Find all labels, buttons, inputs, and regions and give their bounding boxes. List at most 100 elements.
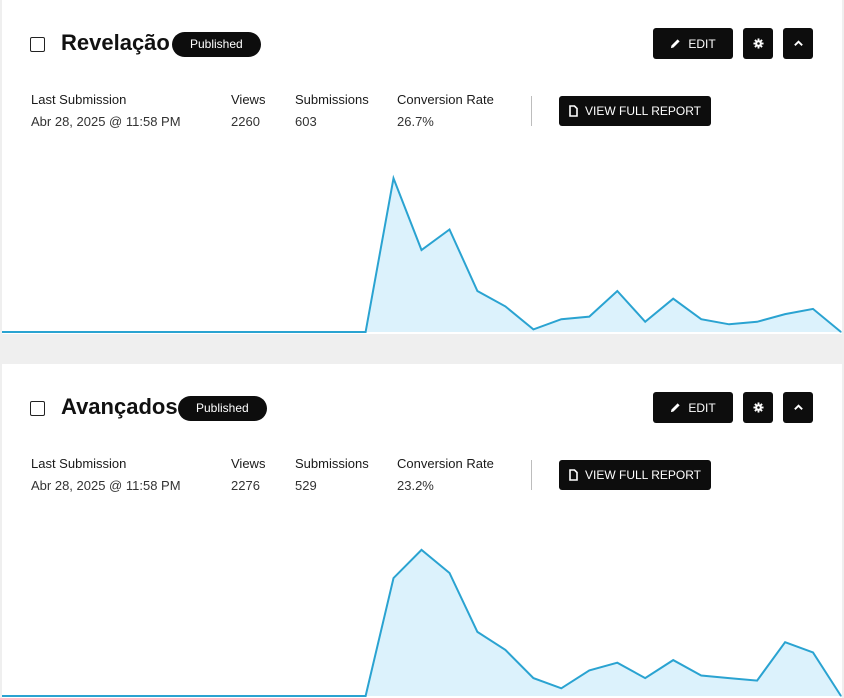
chart-point <box>365 695 367 697</box>
document-icon <box>569 469 578 481</box>
chart-point <box>29 695 31 697</box>
chart-point <box>281 695 283 697</box>
chart-point <box>113 695 115 697</box>
collapse-button[interactable] <box>783 28 813 59</box>
submissions-chart <box>2 548 842 697</box>
edit-button-label: EDIT <box>688 400 716 415</box>
view-full-report-button[interactable]: VIEW FULL REPORT <box>559 96 711 126</box>
view-full-report-label: VIEW FULL REPORT <box>584 104 702 118</box>
chart-point <box>560 687 562 689</box>
edit-button[interactable]: EDIT <box>653 392 733 423</box>
select-checkbox[interactable] <box>30 401 45 416</box>
gear-icon <box>752 38 764 49</box>
chart-point <box>29 331 31 333</box>
chart-point <box>756 680 758 682</box>
chart-point <box>756 321 758 323</box>
form-title[interactable]: Avançados <box>61 394 178 419</box>
chart-point <box>2 331 3 333</box>
chart-point <box>728 677 730 679</box>
chart-point <box>85 695 87 697</box>
form-card: Revelação Published EDIT Last Submission… <box>2 0 842 334</box>
form-card: Avançados Published EDIT Last Submission… <box>2 364 842 698</box>
chart-point <box>225 695 227 697</box>
chart-point <box>476 631 478 633</box>
chart-point <box>57 695 59 697</box>
conversion-rate-label: Conversion Rate <box>397 456 494 471</box>
chart-point <box>840 695 842 697</box>
views-label: Views <box>231 92 266 107</box>
pencil-icon <box>670 402 681 413</box>
conversion-rate-label: Conversion Rate <box>397 92 494 107</box>
chart-point <box>476 290 478 292</box>
chart-point <box>532 677 535 679</box>
settings-button[interactable] <box>743 392 773 423</box>
chart-point <box>169 695 171 697</box>
chart-point <box>644 677 646 679</box>
views-value: 2276 <box>231 478 260 493</box>
submissions-value: 603 <box>295 114 317 129</box>
chart-point <box>253 695 255 697</box>
chart-point <box>197 695 199 697</box>
conversion-rate-value: 23.2% <box>397 478 434 493</box>
chart-point <box>672 298 674 300</box>
chart-point <box>141 695 143 697</box>
chart-point <box>784 313 786 315</box>
chart-point <box>57 331 59 333</box>
chart-point <box>141 331 143 333</box>
chart-point <box>588 316 590 318</box>
view-full-report-button[interactable]: VIEW FULL REPORT <box>559 460 711 490</box>
chart-point <box>392 177 395 179</box>
view-full-report-label: VIEW FULL REPORT <box>584 468 702 482</box>
chart-point <box>85 331 87 333</box>
chart-point <box>672 659 674 661</box>
select-checkbox[interactable] <box>30 37 45 52</box>
chart-point <box>420 549 423 551</box>
chart-point <box>700 674 702 677</box>
chart-point <box>700 318 702 320</box>
chart-point <box>365 331 367 333</box>
chart-point <box>113 331 115 333</box>
chart-point <box>2 695 3 697</box>
chart-point <box>197 331 199 333</box>
chart-point <box>588 669 590 671</box>
status-badge: Published <box>172 32 261 57</box>
chevron-up-icon <box>793 38 804 49</box>
views-value: 2260 <box>231 114 260 129</box>
form-card-header: Revelação Published EDIT Last Submission… <box>2 0 842 129</box>
edit-button-label: EDIT <box>688 36 716 51</box>
last-submission-label: Last Submission <box>31 456 127 471</box>
chart-point <box>225 331 227 333</box>
submissions-value: 529 <box>295 478 317 493</box>
edit-button[interactable]: EDIT <box>653 28 733 59</box>
submissions-label: Submissions <box>295 92 369 107</box>
chart-point <box>812 308 814 310</box>
chart-point <box>812 651 814 653</box>
stats-divider <box>531 460 532 490</box>
chart-point <box>504 305 506 307</box>
chart-point <box>309 695 311 697</box>
last-submission-label: Last Submission <box>31 92 127 107</box>
conversion-rate-value: 26.7% <box>397 114 434 129</box>
chart-area <box>2 178 841 332</box>
collapse-button[interactable] <box>783 392 813 423</box>
form-title[interactable]: Revelação <box>61 30 170 55</box>
chart-area <box>2 549 841 696</box>
submissions-chart <box>2 174 842 333</box>
chart-point <box>840 331 842 333</box>
chevron-up-icon <box>793 402 804 413</box>
chart-point <box>644 321 646 323</box>
stats-divider <box>531 96 532 126</box>
chart-point <box>504 649 506 651</box>
chart-point <box>420 249 423 251</box>
gear-icon <box>752 402 764 413</box>
chart-point <box>448 228 451 231</box>
chart-point <box>169 331 171 333</box>
chart-point <box>616 290 618 292</box>
pencil-icon <box>670 38 681 49</box>
chart-point <box>253 331 255 333</box>
chart-point <box>728 323 730 325</box>
settings-button[interactable] <box>743 28 773 59</box>
chart-point <box>337 331 339 333</box>
chart-point <box>448 572 451 574</box>
chart-point <box>337 695 339 697</box>
